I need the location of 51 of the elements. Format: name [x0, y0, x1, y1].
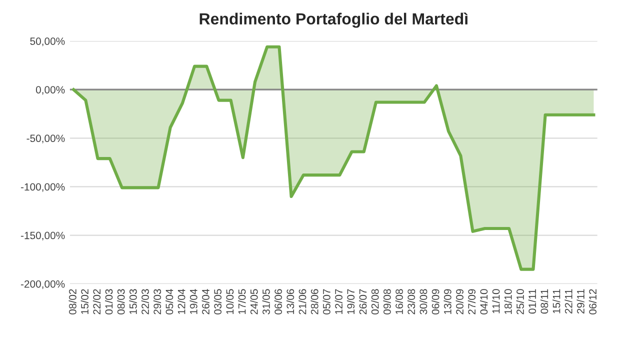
x-tick-label: 20/09	[456, 289, 464, 314]
x-tick-label: 25/10	[516, 289, 524, 314]
x-tick-label: 06/12	[588, 289, 596, 314]
x-tick-label: 18/10	[504, 289, 512, 314]
x-tick-label: 11/10	[492, 289, 500, 314]
x-tick-label: 23/08	[407, 289, 416, 314]
x-tick-label: 02/08	[371, 289, 379, 314]
x-tick-label: 15/02	[80, 289, 88, 314]
x-tick-label: 31/05	[262, 289, 270, 314]
x-tick-label: 15/11	[552, 289, 560, 314]
x-tick-label: 26/04	[202, 289, 210, 314]
x-tick-label: 05/07	[322, 289, 330, 314]
x-tick-label: 16/08	[395, 289, 403, 314]
x-tick-label: 04/10	[480, 289, 488, 314]
x-tick-label: 27/09	[468, 289, 476, 314]
x-tick-label: 01/03	[105, 289, 113, 314]
x-tick-label: 26/07	[359, 289, 367, 314]
x-tick-label: 24/05	[250, 289, 258, 314]
x-tick-label: 22/03	[141, 289, 149, 314]
x-tick-label: 13/06	[286, 289, 294, 314]
x-tick-label: 21/06	[298, 289, 306, 314]
x-tick-label: 22/11	[564, 289, 572, 314]
x-tick-label: 08/03	[117, 289, 125, 314]
x-tick-label: 15/03	[129, 289, 137, 314]
x-tick-label: 03/05	[214, 289, 222, 314]
x-tick-label: 30/08	[420, 289, 428, 314]
x-tick-label: 01/11	[528, 289, 536, 314]
y-tick-label: 0,00%	[36, 86, 65, 95]
x-tick-label: 19/07	[346, 289, 355, 314]
x-tick-label: 19/04	[190, 289, 198, 314]
x-tick-label: 12/07	[334, 289, 342, 314]
x-tick-label: 12/04	[178, 289, 186, 314]
y-tick-label: -200,00%	[20, 280, 65, 289]
y-tick-label: -150,00%	[20, 232, 65, 240]
x-tick-label: 29/11	[576, 289, 584, 314]
x-tick-label: 08/02	[68, 289, 76, 314]
x-tick-label: 09/08	[383, 289, 391, 314]
x-tick-label: 17/05	[238, 289, 246, 314]
x-tick-label: 22/02	[92, 289, 101, 314]
y-tick-label: -50,00%	[26, 134, 65, 144]
chart-title: Rendimento Portafoglio del Martedì	[200, 12, 468, 28]
y-tick-label: 50,00%	[30, 38, 65, 46]
y-tick-label: -100,00%	[20, 183, 65, 192]
x-tick-label: 10/05	[226, 289, 234, 314]
x-tick-label: 06/09	[432, 289, 440, 314]
x-tick-label: 05/04	[165, 289, 174, 314]
x-tick-label: 29/03	[153, 289, 162, 314]
x-tick-label: 06/06	[274, 289, 282, 314]
x-tick-label: 08/11	[540, 289, 548, 314]
x-tick-label: 13/09	[444, 289, 452, 314]
x-tick-label: 28/06	[310, 289, 318, 314]
